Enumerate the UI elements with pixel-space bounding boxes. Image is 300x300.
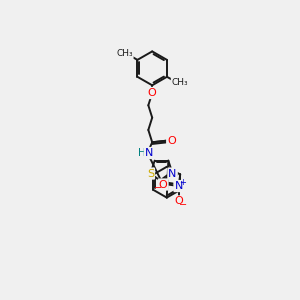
Text: O: O	[167, 136, 176, 146]
Text: O: O	[148, 88, 157, 98]
Text: −: −	[179, 200, 188, 209]
Text: S: S	[147, 169, 154, 178]
Text: −: −	[154, 183, 163, 194]
Text: +: +	[179, 178, 186, 188]
Text: N: N	[145, 148, 153, 158]
Text: CH₃: CH₃	[116, 49, 133, 58]
Text: N: N	[175, 181, 183, 191]
Text: O: O	[174, 196, 183, 206]
Text: N: N	[168, 169, 177, 178]
Text: H: H	[138, 148, 146, 158]
Text: CH₃: CH₃	[172, 79, 188, 88]
Text: O: O	[159, 179, 167, 190]
